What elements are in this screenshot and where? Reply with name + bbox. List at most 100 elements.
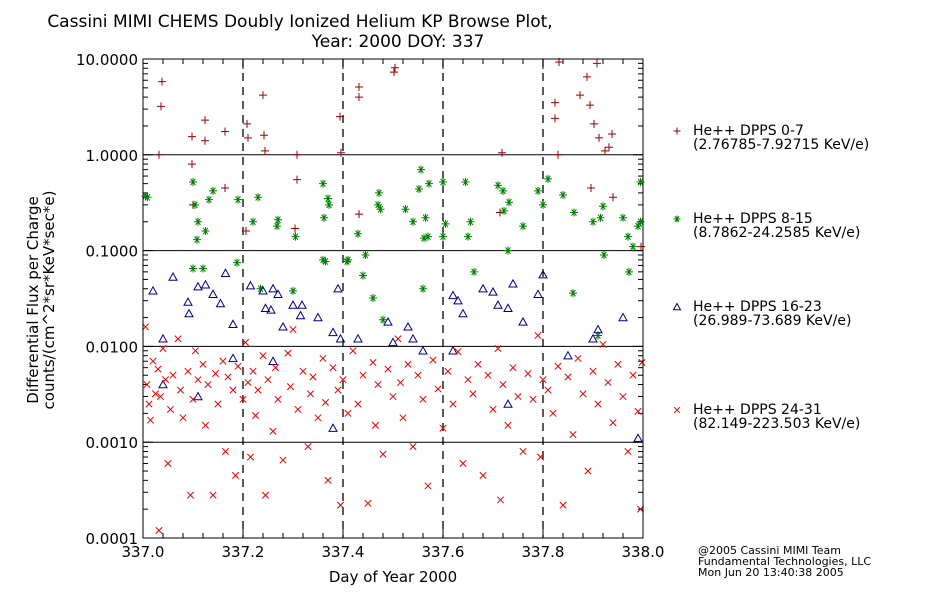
data-point-x (549, 409, 557, 417)
star-marker-shape (500, 206, 508, 215)
data-point-plus (586, 101, 594, 110)
x-marker-shape (414, 371, 422, 379)
star-marker-shape (289, 286, 297, 295)
data-point-triangle (503, 303, 513, 312)
data-point-x (249, 367, 257, 375)
data-point-x (179, 414, 187, 422)
data-point-triangle (260, 303, 271, 312)
triangle-marker-shape (313, 312, 323, 322)
x-marker-shape (143, 380, 151, 389)
data-point-x (434, 385, 442, 393)
star-marker-shape (209, 186, 217, 195)
data-point-plus (293, 150, 301, 159)
x-marker-shape (559, 501, 567, 509)
data-point-star (464, 232, 472, 241)
footer-copyright: @2005 Cassini MIMI Team (698, 544, 841, 557)
data-point-star (201, 227, 210, 236)
star-marker-shape (539, 200, 547, 209)
data-point-x (339, 376, 347, 384)
plus-marker-shape (587, 184, 595, 193)
data-point-triangle (588, 333, 598, 343)
data-point-star (376, 205, 385, 214)
triangle-marker-shape (260, 303, 271, 312)
chart-title: Cassini MIMI CHEMS Doubly Ionized Helium… (47, 12, 552, 32)
x-marker-shape (194, 376, 202, 384)
data-point-x (519, 447, 527, 456)
data-point-plus (355, 83, 363, 92)
x-marker-shape (191, 347, 200, 355)
triangle-marker-shape (503, 303, 513, 312)
data-point-triangle (184, 308, 194, 318)
x-marker-shape (544, 386, 552, 394)
series-plus (155, 58, 645, 251)
data-point-triangle (518, 316, 528, 326)
data-point-x (354, 400, 362, 408)
star-marker-shape (191, 200, 199, 209)
data-point-plus (158, 77, 166, 86)
data-point-star (636, 217, 645, 226)
x-marker-shape (189, 395, 197, 403)
data-point-x (306, 390, 315, 398)
plus-marker-shape (595, 133, 603, 142)
x-marker-shape (224, 373, 232, 381)
star-marker-shape (600, 250, 608, 259)
data-point-x (374, 380, 382, 389)
triangle-marker-shape (266, 304, 276, 314)
data-point-star (194, 217, 202, 226)
x-marker-shape (221, 447, 230, 456)
plus-marker-shape (583, 72, 591, 81)
x-marker-shape (484, 371, 492, 379)
data-point-triangle (215, 298, 226, 308)
plus-marker-shape (605, 143, 613, 152)
plus-marker-shape (551, 98, 559, 107)
triangle-marker-shape (403, 321, 413, 331)
x-marker-shape (336, 501, 345, 509)
triangle-marker-shape (297, 300, 307, 309)
x-marker-shape (244, 378, 252, 387)
data-point-x (336, 501, 345, 509)
data-point-x (496, 496, 505, 504)
data-point-x (396, 378, 405, 387)
x-marker-shape (534, 331, 542, 340)
data-point-star (624, 232, 632, 241)
plus-marker-shape (355, 83, 363, 92)
data-point-triangle (268, 356, 278, 365)
x-marker-shape (444, 367, 452, 375)
data-point-x (539, 376, 547, 384)
data-point-plus (355, 210, 363, 219)
triangle-marker-shape (288, 300, 298, 309)
data-point-x (504, 421, 512, 429)
data-point-star (629, 242, 637, 251)
x-marker-shape (184, 367, 192, 375)
x-marker-shape (261, 491, 270, 499)
data-point-x (264, 376, 272, 384)
star-marker-shape (629, 242, 637, 251)
x-marker-shape (214, 400, 222, 408)
data-point-plus (583, 72, 591, 81)
data-point-x (439, 424, 447, 432)
data-point-x (166, 405, 175, 413)
data-point-star (420, 234, 428, 243)
plus-marker-shape (221, 184, 229, 193)
data-point-star (199, 264, 207, 273)
data-point-star (519, 222, 527, 231)
x-marker-shape (429, 356, 437, 364)
plus-marker-shape (608, 129, 616, 138)
star-marker-shape (439, 232, 447, 241)
data-point-triangle (538, 269, 548, 279)
data-point-plus (554, 150, 562, 159)
data-point-x (191, 347, 200, 355)
data-point-star (425, 179, 433, 188)
legend-entry-name: He++ DPPS 24-31 (693, 402, 822, 418)
x-marker-shape (304, 443, 312, 451)
triangle-marker-shape (335, 333, 346, 343)
data-point-x (259, 352, 267, 360)
star-marker-shape (199, 264, 207, 273)
data-point-x (424, 482, 432, 490)
data-point-star (343, 257, 351, 266)
legend: He++ DPPS 0-7(2.76785-7.92715 KeV/e) He++… (672, 123, 869, 432)
series-x (141, 323, 646, 534)
data-point-x (494, 344, 502, 353)
data-point-x (189, 395, 197, 403)
